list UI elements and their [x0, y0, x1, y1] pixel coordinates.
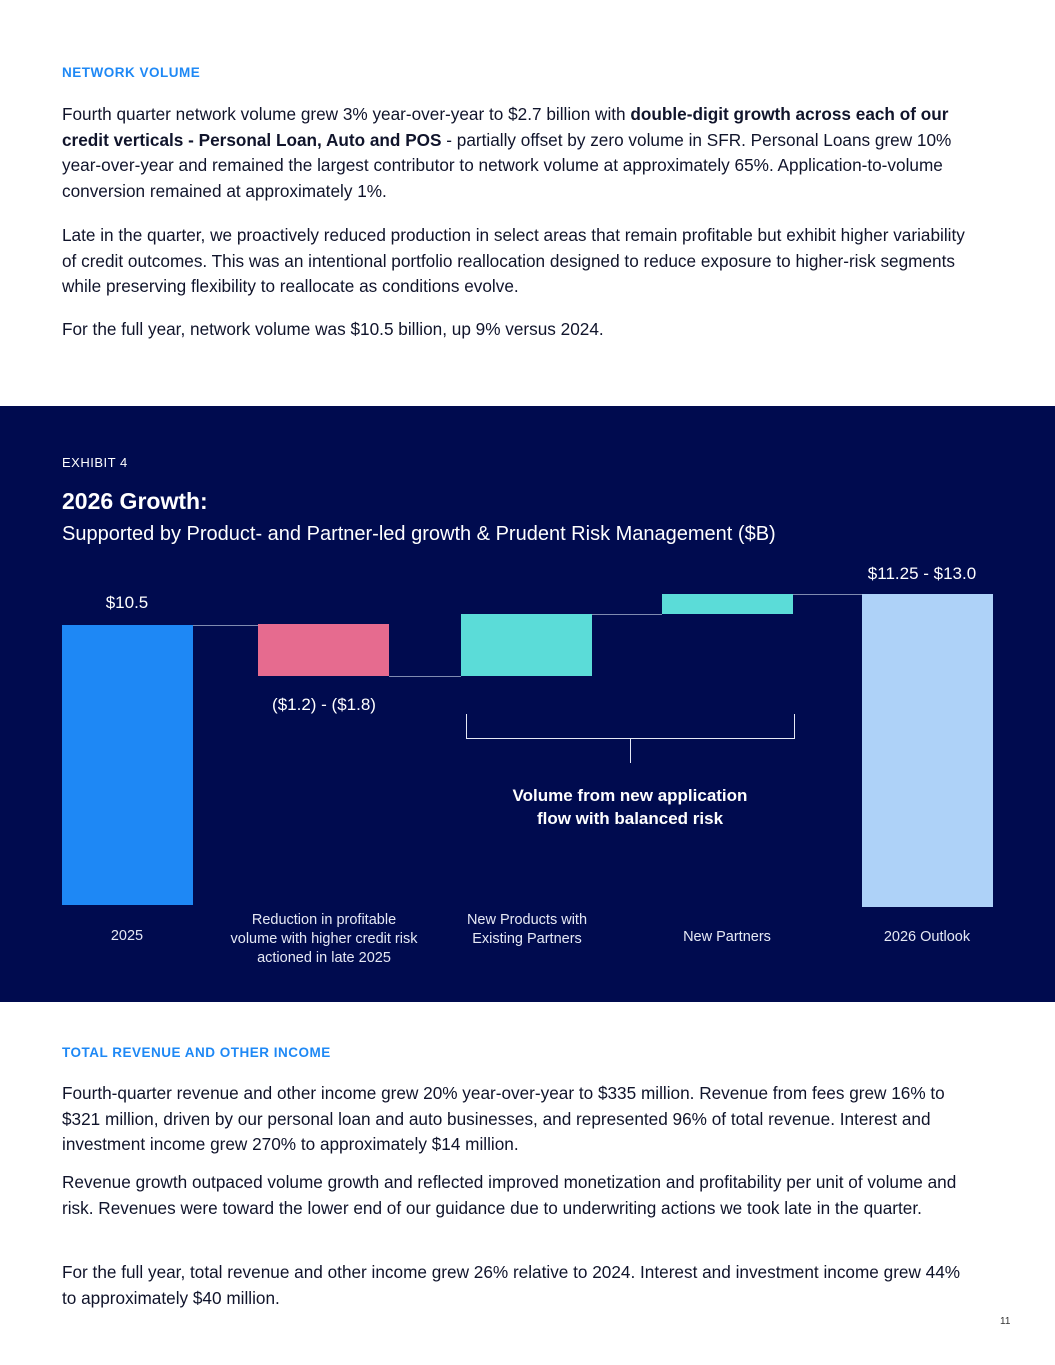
paragraph: For the full year, total revenue and oth… — [62, 1262, 961, 1308]
bar-reduction — [258, 624, 389, 676]
data-label-2026-outlook: $11.25 - $13.0 — [867, 564, 977, 583]
exhibit-subtitle: Supported by Product- and Partner-led gr… — [62, 523, 776, 545]
category-label: New Products with Existing Partners — [466, 912, 588, 947]
bold-text: double-digit growth across each of our c… — [62, 104, 949, 150]
category-label: Reduction in profitable volume with high… — [230, 912, 418, 966]
paragraph: For the full year, network volume was $1… — [62, 319, 604, 339]
connector-line — [193, 625, 258, 626]
paragraph: Late in the quarter, we proactively redu… — [62, 225, 965, 296]
paragraph: Revenue growth outpaced volume growth an… — [62, 1172, 957, 1218]
category-label: 2025 — [110, 928, 144, 944]
bar-2025 — [62, 625, 193, 905]
section-heading-revenue: TOTAL REVENUE AND OTHER INCOME — [62, 1045, 331, 1060]
category-label: 2026 Outlook — [883, 929, 971, 945]
paragraph: Fourth-quarter revenue and other income … — [62, 1083, 945, 1154]
data-label-reduction: ($1.2) - ($1.8) — [272, 695, 376, 714]
bracket-right — [794, 714, 795, 738]
paragraph: Fourth quarter network volume grew 3% ye… — [62, 102, 972, 204]
text: Fourth quarter network volume grew 3% ye… — [62, 104, 631, 124]
bar-new-partners — [662, 594, 793, 614]
bar-2026-outlook — [862, 594, 993, 907]
bar-new-products — [461, 614, 592, 676]
connector-line — [793, 594, 862, 595]
category-label: New Partners — [683, 929, 771, 945]
bracket-left — [466, 714, 467, 738]
exhibit-panel: EXHIBIT 4 2026 Growth: Supported by Prod… — [0, 406, 1055, 1002]
connector-line — [592, 614, 662, 615]
connector-line — [389, 676, 461, 677]
page-number: 11 — [1000, 1316, 1011, 1327]
bracket-tick — [630, 738, 631, 763]
exhibit-label: EXHIBIT 4 — [62, 455, 128, 470]
data-label-2025: $10.5 — [105, 593, 149, 612]
text: - partially offset by zero volume in SFR… — [62, 129, 952, 201]
section-heading-network-volume: NETWORK VOLUME — [62, 65, 201, 80]
bracket-annotation: Volume from new application flow with ba… — [512, 786, 748, 828]
exhibit-title: 2026 Growth: — [62, 488, 208, 514]
